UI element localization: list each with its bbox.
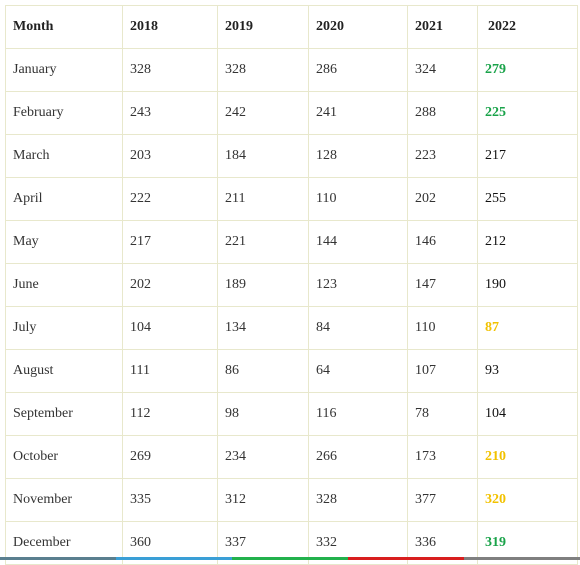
value-cell-2019: 134 bbox=[217, 306, 309, 350]
value-cell-2018: 112 bbox=[122, 392, 218, 436]
value-cell-2019: 234 bbox=[217, 435, 309, 479]
value-cell-2021: 223 bbox=[407, 134, 478, 178]
value-cell-2018: 269 bbox=[122, 435, 218, 479]
value-cell-2021: 288 bbox=[407, 91, 478, 135]
month-cell: November bbox=[5, 478, 123, 522]
table-row: June 202 189 123 147 190 bbox=[5, 263, 578, 307]
value-cell-2021: 202 bbox=[407, 177, 478, 221]
value-cell-2019: 211 bbox=[217, 177, 309, 221]
value-cell-2019: 242 bbox=[217, 91, 309, 135]
table-row: August 111 86 64 107 93 bbox=[5, 349, 578, 393]
month-cell: February bbox=[5, 91, 123, 135]
value-cell-2022: 87 bbox=[477, 306, 578, 350]
value-cell-2020: 241 bbox=[308, 91, 408, 135]
header-2019: 2019 bbox=[217, 5, 309, 49]
value-cell-2018: 202 bbox=[122, 263, 218, 307]
value-cell-2022: 210 bbox=[477, 435, 578, 479]
value-cell-2020: 128 bbox=[308, 134, 408, 178]
value-cell-2021: 146 bbox=[407, 220, 478, 264]
value-cell-2020: 110 bbox=[308, 177, 408, 221]
value-cell-2022: 104 bbox=[477, 392, 578, 436]
value-cell-2022: 320 bbox=[477, 478, 578, 522]
month-cell: August bbox=[5, 349, 123, 393]
bottom-bar-segment bbox=[348, 557, 464, 560]
table-row: July 104 134 84 110 87 bbox=[5, 306, 578, 350]
value-cell-2020: 64 bbox=[308, 349, 408, 393]
value-cell-2022: 279 bbox=[477, 48, 578, 92]
bottom-bar-segment bbox=[116, 557, 232, 560]
table-row: May 217 221 144 146 212 bbox=[5, 220, 578, 264]
value-cell-2020: 144 bbox=[308, 220, 408, 264]
month-cell: March bbox=[5, 134, 123, 178]
value-cell-2018: 328 bbox=[122, 48, 218, 92]
month-cell: October bbox=[5, 435, 123, 479]
value-cell-2021: 377 bbox=[407, 478, 478, 522]
value-cell-2022: 217 bbox=[477, 134, 578, 178]
value-cell-2022: 225 bbox=[477, 91, 578, 135]
bottom-color-bar bbox=[0, 557, 580, 560]
header-month: Month bbox=[5, 5, 123, 49]
value-cell-2020: 116 bbox=[308, 392, 408, 436]
value-cell-2019: 221 bbox=[217, 220, 309, 264]
month-cell: April bbox=[5, 177, 123, 221]
value-cell-2018: 203 bbox=[122, 134, 218, 178]
value-cell-2018: 104 bbox=[122, 306, 218, 350]
table-row: April 222 211 110 202 255 bbox=[5, 177, 578, 221]
table-row: November 335 312 328 377 320 bbox=[5, 478, 578, 522]
header-2020: 2020 bbox=[308, 5, 408, 49]
value-cell-2022: 93 bbox=[477, 349, 578, 393]
value-cell-2022: 190 bbox=[477, 263, 578, 307]
table-body: January 328 328 286 324 279 February 243 242 241 2… bbox=[5, 48, 578, 565]
month-cell: September bbox=[5, 392, 123, 436]
value-cell-2021: 324 bbox=[407, 48, 478, 92]
table-row: March 203 184 128 223 217 bbox=[5, 134, 578, 178]
value-cell-2020: 286 bbox=[308, 48, 408, 92]
value-cell-2019: 86 bbox=[217, 349, 309, 393]
value-cell-2018: 335 bbox=[122, 478, 218, 522]
value-cell-2021: 107 bbox=[407, 349, 478, 393]
month-cell: July bbox=[5, 306, 123, 350]
header-2021: 2021 bbox=[407, 5, 478, 49]
month-cell: June bbox=[5, 263, 123, 307]
bottom-bar-segment bbox=[464, 557, 580, 560]
table-row: October 269 234 266 173 210 bbox=[5, 435, 578, 479]
table-row: September 112 98 116 78 104 bbox=[5, 392, 578, 436]
value-cell-2018: 243 bbox=[122, 91, 218, 135]
header-2022: 2022 bbox=[477, 5, 578, 49]
table-header-row: Month 2018 2019 2020 2021 2022 bbox=[5, 5, 578, 49]
value-cell-2018: 111 bbox=[122, 349, 218, 393]
value-cell-2021: 78 bbox=[407, 392, 478, 436]
bottom-bar-segment bbox=[232, 557, 348, 560]
bottom-bar-segment bbox=[0, 557, 116, 560]
value-cell-2021: 147 bbox=[407, 263, 478, 307]
value-cell-2020: 123 bbox=[308, 263, 408, 307]
value-cell-2020: 328 bbox=[308, 478, 408, 522]
value-cell-2019: 328 bbox=[217, 48, 309, 92]
value-cell-2019: 98 bbox=[217, 392, 309, 436]
value-cell-2018: 217 bbox=[122, 220, 218, 264]
value-cell-2021: 173 bbox=[407, 435, 478, 479]
value-cell-2018: 222 bbox=[122, 177, 218, 221]
value-cell-2020: 84 bbox=[308, 306, 408, 350]
table-row: February 243 242 241 288 225 bbox=[5, 91, 578, 135]
table-row: January 328 328 286 324 279 bbox=[5, 48, 578, 92]
value-cell-2019: 189 bbox=[217, 263, 309, 307]
monthly-data-table: Month 2018 2019 2020 2021 2022 January 32… bbox=[5, 5, 578, 565]
value-cell-2022: 255 bbox=[477, 177, 578, 221]
value-cell-2019: 312 bbox=[217, 478, 309, 522]
month-cell: January bbox=[5, 48, 123, 92]
header-2018: 2018 bbox=[122, 5, 218, 49]
value-cell-2021: 110 bbox=[407, 306, 478, 350]
value-cell-2022: 212 bbox=[477, 220, 578, 264]
value-cell-2020: 266 bbox=[308, 435, 408, 479]
value-cell-2019: 184 bbox=[217, 134, 309, 178]
month-cell: May bbox=[5, 220, 123, 264]
